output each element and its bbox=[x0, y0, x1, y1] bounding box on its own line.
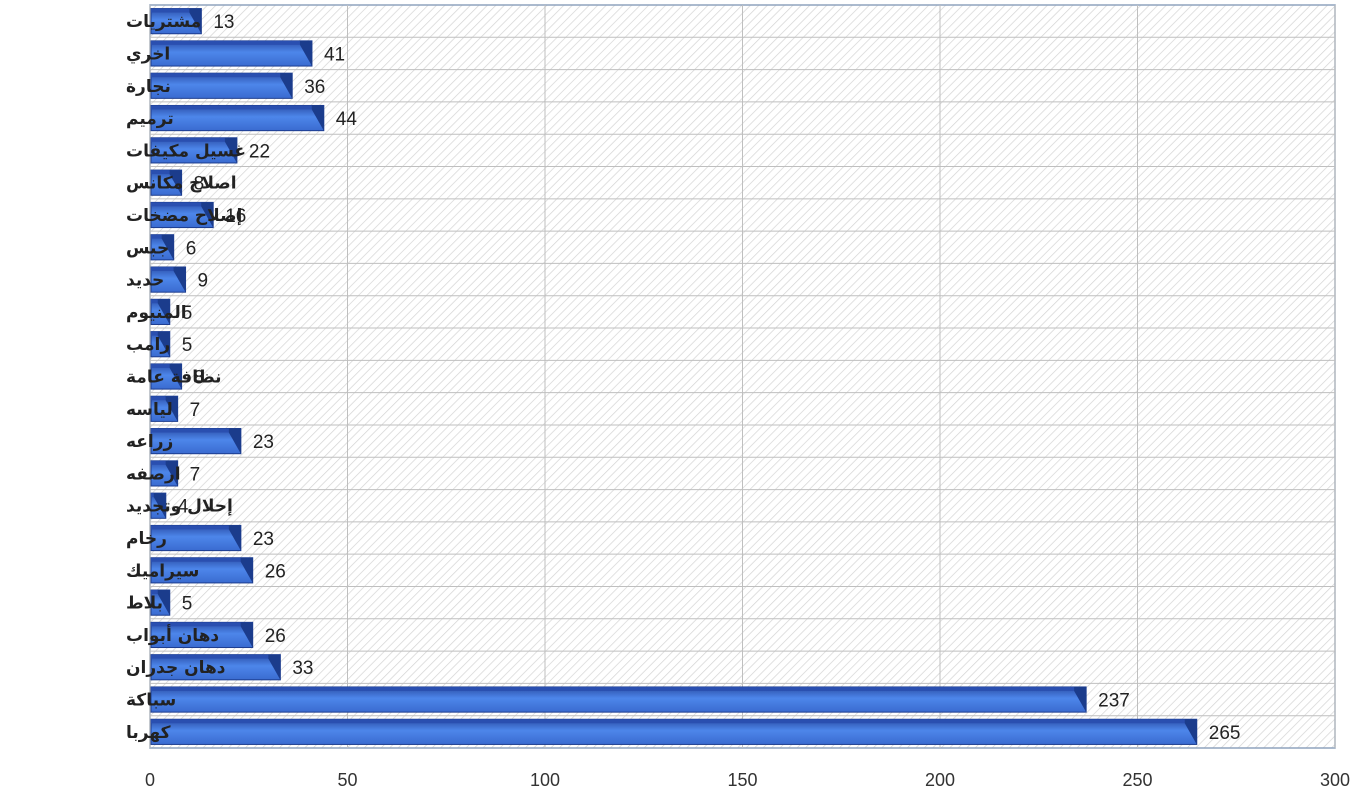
x-tick-label: 200 bbox=[925, 770, 955, 790]
category-label: دهان جدران bbox=[126, 658, 226, 678]
bar bbox=[150, 395, 179, 422]
data-label: 237 bbox=[1098, 691, 1130, 712]
data-label: 4 bbox=[178, 497, 189, 518]
category-label: غسيل مكيفات bbox=[126, 141, 246, 161]
x-tick-label: 250 bbox=[1122, 770, 1152, 790]
category-label: زراعه bbox=[126, 432, 173, 452]
bar bbox=[150, 492, 167, 519]
data-label: 5 bbox=[182, 594, 193, 615]
data-label: 5 bbox=[182, 335, 193, 356]
x-tick-label: 0 bbox=[145, 770, 155, 790]
bar bbox=[150, 104, 325, 132]
category-label: دهان أبواب bbox=[126, 624, 219, 646]
category-label: رخام bbox=[126, 529, 167, 549]
bars bbox=[150, 8, 1198, 745]
data-label: 41 bbox=[324, 44, 345, 65]
data-label: 6 bbox=[186, 238, 197, 259]
data-label: 7 bbox=[190, 464, 201, 485]
category-label: سباكة bbox=[126, 691, 176, 711]
bar bbox=[150, 460, 179, 487]
x-tick-label: 100 bbox=[530, 770, 560, 790]
bar bbox=[150, 8, 202, 35]
category-label: ارصفه bbox=[126, 464, 181, 484]
category-label: اصلاح مكانس bbox=[126, 174, 237, 194]
data-label: 33 bbox=[292, 658, 313, 679]
category-label: ترميم bbox=[126, 109, 174, 129]
category-label: سيراميك bbox=[126, 561, 199, 581]
x-tick-labels: 0 50 100 150 200 250 300 bbox=[145, 770, 1350, 790]
bar bbox=[150, 557, 254, 584]
category-label: اخري bbox=[126, 44, 170, 64]
category-label: حديد bbox=[126, 271, 164, 291]
category-label: نظافة عامة bbox=[126, 368, 222, 388]
bar bbox=[150, 331, 171, 358]
category-label: نجارة bbox=[126, 77, 171, 97]
x-tick-label: 50 bbox=[337, 770, 357, 790]
data-label: 36 bbox=[304, 77, 325, 98]
bar bbox=[150, 621, 254, 649]
category-label: مشتريات bbox=[126, 12, 201, 32]
category-label: المنيوم bbox=[126, 303, 187, 323]
data-label: 22 bbox=[249, 141, 270, 162]
bar bbox=[150, 363, 183, 390]
data-label: 8 bbox=[194, 368, 205, 389]
data-label: 23 bbox=[253, 529, 274, 550]
category-label: جبس bbox=[126, 238, 169, 258]
data-label: 5 bbox=[182, 303, 193, 324]
bar bbox=[150, 201, 214, 229]
bar bbox=[150, 718, 1198, 745]
bar bbox=[150, 234, 175, 261]
data-label: 265 bbox=[1209, 723, 1241, 744]
bar bbox=[150, 169, 183, 196]
bar bbox=[150, 40, 313, 67]
category-label: إحلال وتجديد bbox=[126, 497, 233, 517]
category-label: لياسه bbox=[126, 400, 173, 420]
bar bbox=[150, 686, 1087, 713]
data-label: 26 bbox=[265, 561, 286, 582]
data-label: 44 bbox=[336, 109, 358, 130]
bar bbox=[150, 137, 238, 164]
data-label: 8 bbox=[194, 174, 205, 195]
category-labels: مشتريات اخري نجارة ترميم غسيل مكيفات اصلاح مك… bbox=[126, 12, 246, 743]
gridlines bbox=[149, 5, 1336, 748]
bar bbox=[150, 589, 171, 616]
data-label: 7 bbox=[190, 400, 201, 421]
bar bbox=[150, 524, 242, 552]
category-label: إصلاح مضخات bbox=[126, 206, 242, 226]
data-label: 26 bbox=[265, 626, 286, 647]
category-label: رامب bbox=[126, 335, 170, 355]
bar bbox=[150, 298, 171, 325]
x-tick-label: 150 bbox=[727, 770, 757, 790]
bar bbox=[150, 654, 281, 681]
bar bbox=[150, 266, 187, 293]
category-label: بلاط bbox=[126, 594, 163, 614]
bar bbox=[150, 72, 293, 99]
data-label: 16 bbox=[225, 206, 246, 227]
data-label: 23 bbox=[253, 432, 274, 453]
category-label: كهربا bbox=[126, 723, 171, 743]
data-label: 13 bbox=[213, 12, 234, 33]
data-label: 9 bbox=[198, 271, 209, 292]
bar bbox=[150, 428, 242, 455]
x-tick-label: 300 bbox=[1320, 770, 1350, 790]
